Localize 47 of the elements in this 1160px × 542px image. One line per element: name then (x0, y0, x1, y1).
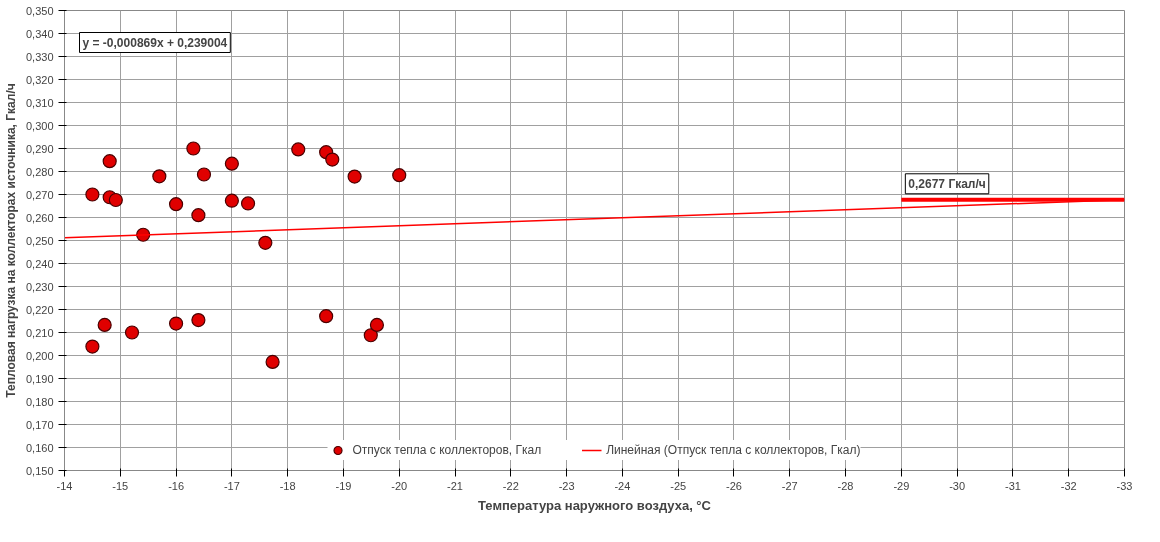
y-tick-label: 0,180 (25, 395, 54, 408)
x-tick-label: -26 (726, 479, 742, 492)
x-tick-label: -16 (168, 479, 185, 492)
annotation: y = -0,000869x + 0,239004 (82, 35, 228, 50)
y-tick-label: 0,260 (25, 211, 54, 224)
y-tick-label: 0,270 (25, 188, 54, 201)
x-tick-label: -28 (837, 479, 854, 492)
x-tick-label: -18 (279, 479, 296, 492)
x-tick-label: -20 (391, 479, 408, 492)
x-tick-label: -15 (112, 479, 129, 492)
x-tick-label: -29 (893, 479, 910, 492)
y-tick-label: 0,210 (25, 326, 54, 339)
y-tick-label: 0,320 (25, 73, 54, 86)
x-tick-label: -24 (614, 479, 631, 492)
x-tick-label: -27 (781, 479, 798, 492)
y-tick-label: 0,150 (25, 464, 54, 477)
y-tick-label: 0,340 (25, 27, 54, 40)
y-tick-label: 0,230 (25, 280, 54, 293)
y-tick-label: 0,280 (25, 165, 54, 178)
y-tick-label: 0,190 (25, 372, 54, 385)
legend-label: Отпуск тепла с коллекторов, Гкал (352, 443, 542, 457)
x-tick-label: -33 (1116, 479, 1133, 492)
x-tick-label: -14 (56, 479, 73, 492)
x-tick-label: -22 (502, 479, 519, 492)
x-tick-label: -17 (223, 479, 240, 492)
y-tick-label: 0,170 (25, 418, 54, 431)
y-tick-label: 0,240 (25, 257, 54, 270)
y-axis-title: Тепловая нагрузка на коллекторах источника, Гкал/ч (3, 83, 18, 398)
y-tick-label: 0,290 (25, 142, 54, 155)
x-tick-label: -19 (335, 479, 352, 492)
x-tick-label: -31 (1004, 479, 1021, 492)
y-tick-label: 0,160 (25, 441, 54, 454)
x-axis-title: Температура наружного воздуха, °С (478, 497, 712, 513)
annotation: 0,2677 Гкал/ч (908, 176, 986, 191)
y-tick-label: 0,330 (25, 50, 54, 63)
x-tick-label: -30 (949, 479, 966, 492)
y-tick-label: 0,220 (25, 303, 54, 316)
y-tick-label: 0,310 (25, 96, 54, 109)
y-tick-label: 0,250 (25, 234, 54, 247)
x-tick-label: -32 (1060, 479, 1077, 492)
x-tick-label: -21 (447, 479, 463, 492)
y-tick-label: 0,200 (25, 349, 54, 362)
y-tick-label: 0,300 (25, 119, 54, 132)
x-tick-label: -25 (670, 479, 687, 492)
y-tick-label: 0,350 (25, 4, 54, 17)
x-tick-label: -23 (558, 479, 575, 492)
legend-label: Линейная (Отпуск тепла с коллекторов, Гкал) (606, 443, 861, 457)
